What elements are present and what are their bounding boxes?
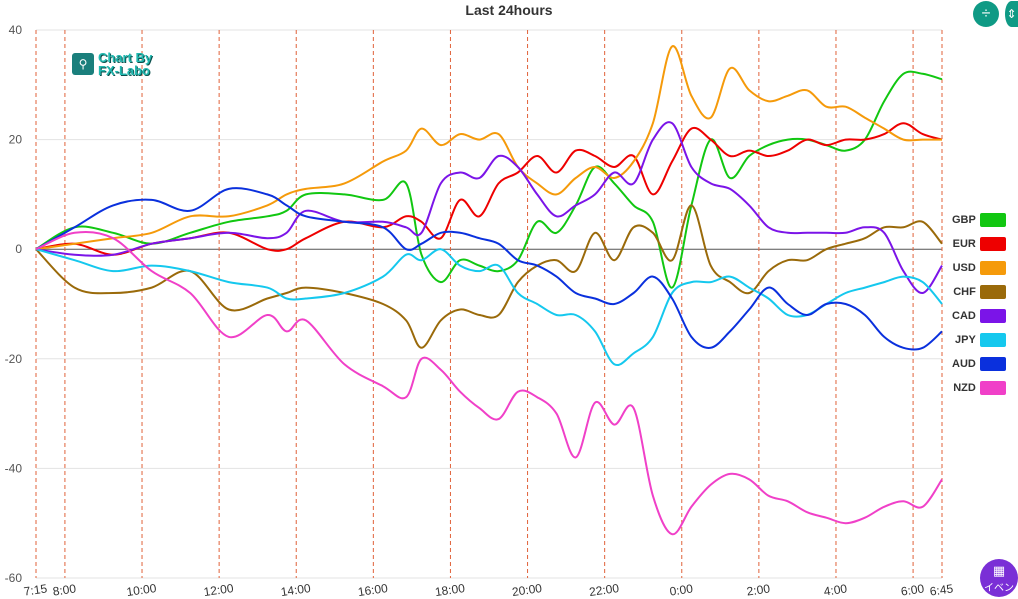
x-tick-label: 12:00 — [203, 581, 235, 599]
fx-labo-logo: ⚲ Chart By FX-Labo — [72, 51, 152, 77]
x-tick-label: 22:00 — [588, 581, 620, 599]
series-line-aud — [35, 187, 943, 351]
legend-swatch — [979, 309, 1006, 323]
legend-swatch — [979, 357, 1006, 371]
series-line-gbp — [35, 70, 943, 289]
event-button-label: イベン — [984, 582, 1014, 594]
legend-item-nzd[interactable]: NZD — [952, 376, 1006, 400]
series-line-cad — [35, 121, 943, 294]
legend-label: AUD — [952, 358, 976, 370]
event-calendar-button[interactable]: ▦ イベン — [980, 559, 1018, 597]
chart-search-icon: ⚲ — [72, 53, 94, 75]
legend-swatch — [979, 261, 1006, 275]
logo-line1: Chart By — [98, 50, 153, 65]
chart-title: Last 24hours — [465, 2, 553, 18]
compress-icon: ÷ — [981, 5, 991, 22]
x-tick-label: 10:00 — [126, 581, 158, 599]
calendar-icon: ▦ — [992, 562, 1006, 578]
legend-swatch — [979, 213, 1006, 227]
x-tick-label: 8:00 — [52, 581, 77, 598]
legend-item-aud[interactable]: AUD — [952, 352, 1006, 376]
legend-label: CAD — [952, 310, 976, 322]
legend-item-gbp[interactable]: GBP — [952, 208, 1006, 232]
x-tick-label: 0:00 — [669, 581, 694, 598]
x-tick-label: 2:00 — [746, 581, 771, 598]
x-tick-label: 16:00 — [357, 581, 389, 599]
legend-item-chf[interactable]: CHF — [952, 280, 1006, 304]
x-tick-label: 14:00 — [280, 581, 312, 599]
y-tick-label: -20 — [5, 352, 23, 366]
series-line-eur — [35, 122, 943, 256]
legend-label: GBP — [952, 214, 976, 226]
x-tick-label: 20:00 — [511, 581, 543, 599]
x-tick-label: 6:45 — [929, 581, 954, 598]
legend-item-usd[interactable]: USD — [952, 256, 1006, 280]
x-tick-label: 7:15 — [23, 581, 48, 598]
x-tick-label: 6:00 — [900, 581, 925, 598]
compress-view-button[interactable]: ÷ — [973, 1, 999, 27]
logo-line2: FX-Labo — [98, 63, 150, 78]
legend-item-jpy[interactable]: JPY — [952, 328, 1006, 352]
expand-view-button[interactable]: ⇕ — [1005, 1, 1018, 27]
y-tick-label: -40 — [5, 461, 23, 475]
legend: GBP EUR USD CHF CAD JPY AUD NZD — [952, 208, 1006, 400]
legend-swatch — [979, 381, 1006, 395]
legend-swatch — [979, 333, 1006, 347]
x-tick-label: 4:00 — [823, 581, 848, 598]
legend-item-eur[interactable]: EUR — [952, 232, 1006, 256]
y-tick-label: 0 — [15, 242, 22, 256]
y-tick-label: -60 — [5, 571, 23, 585]
series-line-jpy — [35, 248, 943, 367]
series-line-chf — [35, 204, 943, 349]
legend-swatch — [979, 285, 1006, 299]
legend-swatch — [979, 237, 1006, 251]
legend-label: CHF — [953, 286, 976, 298]
legend-label: NZD — [953, 382, 976, 394]
legend-label: EUR — [952, 238, 976, 250]
expand-icon: ⇕ — [1006, 7, 1017, 21]
x-tick-label: 18:00 — [434, 581, 466, 599]
series-line-usd — [35, 45, 942, 251]
y-tick-label: 40 — [9, 23, 23, 37]
y-tick-label: 20 — [9, 133, 23, 147]
legend-label: JPY — [955, 334, 976, 346]
legend-label: USD — [952, 262, 976, 274]
series-line-nzd — [35, 230, 943, 536]
legend-item-cad[interactable]: CAD — [952, 304, 1006, 328]
